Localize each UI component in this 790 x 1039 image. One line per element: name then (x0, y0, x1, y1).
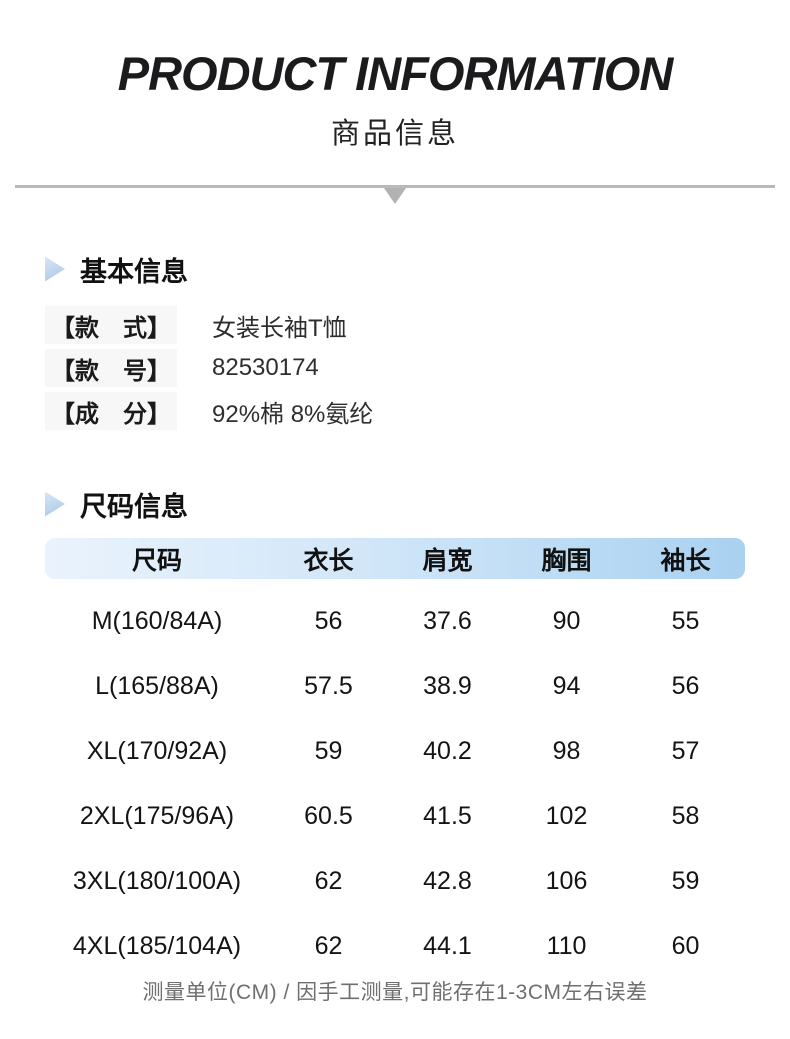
table-cell: 94 (552, 672, 581, 700)
table-cell: 41.5 (423, 802, 472, 830)
table-cell: 44.1 (423, 932, 472, 960)
section-title-size-info: 尺码信息 (80, 491, 188, 522)
table-cell: 102 (545, 802, 588, 830)
table-cell: 62 (314, 867, 343, 895)
triangle-bullet-icon (45, 491, 65, 517)
section-title-basic-info: 基本信息 (80, 256, 188, 287)
info-label: 【成 分】 (45, 392, 177, 430)
table-header-cell: 衣长 (303, 546, 354, 575)
table-cell: 37.6 (423, 607, 472, 635)
table-header-cell: 袖长 (660, 546, 711, 575)
table-cell: XL(170/92A) (86, 737, 228, 765)
table-cell: 57.5 (304, 672, 353, 700)
table-cell: 110 (546, 932, 587, 960)
table-cell: 42.8 (423, 867, 472, 895)
table-row: M(160/84A) 56 37.6 90 55 (45, 589, 745, 654)
table-cell: 57 (671, 737, 700, 765)
table-cell: 56 (314, 607, 343, 635)
info-row-style-number: 【款 号】 82530174 (45, 349, 790, 387)
table-cell: 2XL(175/96A) (79, 802, 235, 830)
table-cell: 3XL(180/100A) (72, 867, 242, 895)
table-header-row: 尺码 衣长 肩宽 胸围 袖长 (45, 538, 745, 579)
table-row: 3XL(180/100A) 62 42.8 106 59 (45, 849, 745, 914)
table-cell: 58 (671, 802, 700, 830)
table-cell: L(165/88A) (95, 672, 219, 700)
info-value: 女装长袖T恤 (212, 314, 347, 342)
table-header-cell: 胸围 (541, 546, 592, 575)
table-cell: 98 (552, 737, 581, 765)
info-label: 【款 式】 (45, 306, 177, 344)
table-cell: 56 (671, 672, 700, 700)
page-subtitle: 商品信息 (330, 118, 459, 150)
section-basic-info: 基本信息 (45, 253, 790, 287)
divider-line (15, 185, 775, 188)
size-table: 尺码 衣长 肩宽 胸围 袖长 M(160/84A) 56 37.6 90 55 … (45, 538, 745, 979)
table-cell: 59 (314, 737, 343, 765)
table-row: L(165/88A) 57.5 38.9 94 56 (45, 654, 745, 719)
table-cell: 90 (552, 607, 581, 635)
table-cell: 60 (671, 932, 700, 960)
arrow-down-icon (384, 188, 406, 204)
measurement-note: 测量单位(CM) / 因手工测量,可能存在1-3CM左右误差 (142, 981, 648, 1004)
info-value: 82530174 (212, 354, 319, 381)
table-cell: 38.9 (423, 672, 472, 700)
table-row: 2XL(175/96A) 60.5 41.5 102 58 (45, 784, 745, 849)
table-row: XL(170/92A) 59 40.2 98 57 (45, 719, 745, 784)
basic-info-rows: 【款 式】 女装长袖T恤 【款 号】 82530174 【成 分】 92%棉 8… (45, 306, 790, 430)
section-size-info: 尺码信息 (45, 488, 790, 522)
table-cell: 62 (314, 932, 343, 960)
info-label: 【款 号】 (45, 349, 177, 387)
triangle-bullet-icon (45, 256, 65, 282)
table-cell: M(160/84A) (91, 607, 223, 635)
page-title: PRODUCT INFORMATION (117, 47, 674, 100)
table-cell: 60.5 (304, 802, 353, 830)
info-row-style: 【款 式】 女装长袖T恤 (45, 306, 790, 344)
table-cell: 4XL(185/104A) (72, 932, 242, 960)
table-cell: 40.2 (423, 737, 472, 765)
table-row: 4XL(185/104A) 62 44.1 110 60 (45, 914, 745, 979)
table-cell: 59 (671, 867, 700, 895)
divider (15, 185, 775, 205)
info-row-composition: 【成 分】 92%棉 8%氨纶 (45, 392, 790, 430)
table-body: M(160/84A) 56 37.6 90 55 L(165/88A) 57.5… (45, 579, 745, 979)
table-cell: 55 (671, 607, 700, 635)
info-value: 92%棉 8%氨纶 (212, 400, 374, 428)
table-cell: 106 (545, 867, 588, 895)
table-header-cell: 肩宽 (422, 546, 473, 575)
table-header-cell: 尺码 (131, 546, 182, 575)
